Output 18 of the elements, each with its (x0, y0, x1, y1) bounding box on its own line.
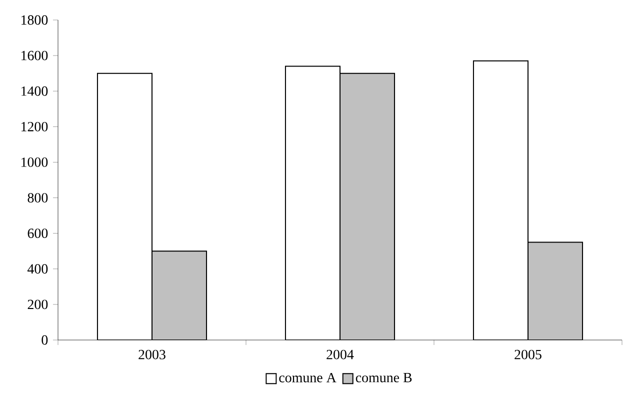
y-tick-label: 0 (42, 335, 48, 345)
x-tick-label: 2005 (514, 350, 542, 360)
bar (528, 242, 584, 340)
y-tick-label: 400 (27, 264, 48, 274)
y-tick-label: 1800 (21, 15, 48, 25)
x-tick-label: 2003 (138, 350, 166, 360)
bar (340, 72, 396, 340)
y-tick-label: 600 (28, 228, 48, 238)
y-tick-label: 1600 (21, 50, 48, 60)
bar (152, 250, 208, 340)
y-tick-label: 1000 (21, 158, 48, 167)
text: comune A (279, 372, 336, 382)
y-tick-label: 1400 (21, 86, 48, 96)
y-tick-label: 800 (28, 193, 48, 202)
x-tick-label: 2004 (326, 350, 354, 360)
legend-label: comune B (356, 373, 412, 382)
y-tick-label: 1200 (21, 122, 48, 132)
y-tick-label: 200 (28, 300, 48, 310)
